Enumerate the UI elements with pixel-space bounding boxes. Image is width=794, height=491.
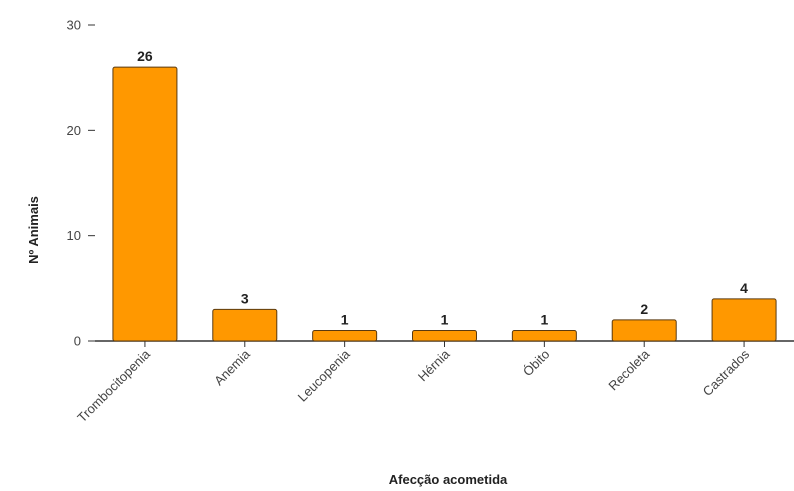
bar-value-label: 26	[137, 48, 153, 64]
bar-value-label: 1	[540, 311, 548, 327]
y-tick-label: 10	[67, 228, 81, 243]
x-tick-label: Castrados	[700, 346, 753, 399]
x-axis-title: Afecção acometida	[389, 472, 508, 487]
x-tick-label: Anemia	[211, 346, 253, 388]
bar-series: 26 3 1 1 1 2 4	[112, 48, 777, 342]
bar-leucopenia	[312, 329, 378, 342]
bar-value-label: 2	[640, 301, 648, 317]
bar-anemia	[212, 308, 278, 342]
bar-value-label: 1	[341, 311, 349, 327]
x-tick-label: Hérnia	[415, 346, 453, 384]
y-tick-label: 20	[67, 123, 81, 138]
bar-hernia	[412, 329, 477, 342]
bar-recoleta	[611, 319, 677, 342]
bar-castrados	[711, 298, 777, 342]
bar-value-label: 4	[740, 280, 748, 296]
x-tick-label: Recoleta	[605, 346, 652, 393]
y-tick-label: 30	[67, 18, 81, 33]
x-axis: Trombocitopenia Anemia Leucopenia Hérnia Óbi…	[74, 341, 753, 425]
y-axis: 0 10 20 30	[67, 18, 95, 349]
y-axis-title: Nº Animais	[26, 196, 41, 264]
bar-trombocitopenia	[112, 66, 178, 342]
bar-value-label: 3	[241, 290, 249, 306]
x-tick-label: Leucopenia	[295, 346, 354, 405]
bar-value-label: 1	[441, 311, 449, 327]
bar-obito	[511, 329, 577, 342]
x-tick-label: Trombocitopenia	[74, 346, 153, 425]
y-tick-label: 0	[74, 334, 81, 349]
x-tick-label: Óbito	[520, 347, 553, 380]
